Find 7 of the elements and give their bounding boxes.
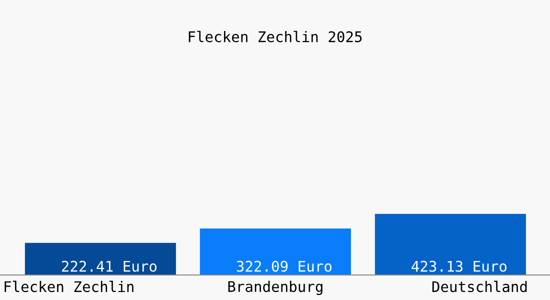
x-tick-label: Brandenburg: [228, 280, 322, 295]
data-label: 322.09 Euro: [236, 260, 332, 272]
data-label: 423.13 Euro: [412, 260, 506, 272]
chart-title: Flecken Zechlin 2025: [188, 30, 362, 42]
x-tick-label: Flecken Zechlin: [4, 280, 134, 292]
data-label: 222.41 Euro: [62, 260, 157, 272]
x-tick-label: Deutschland: [432, 280, 527, 292]
